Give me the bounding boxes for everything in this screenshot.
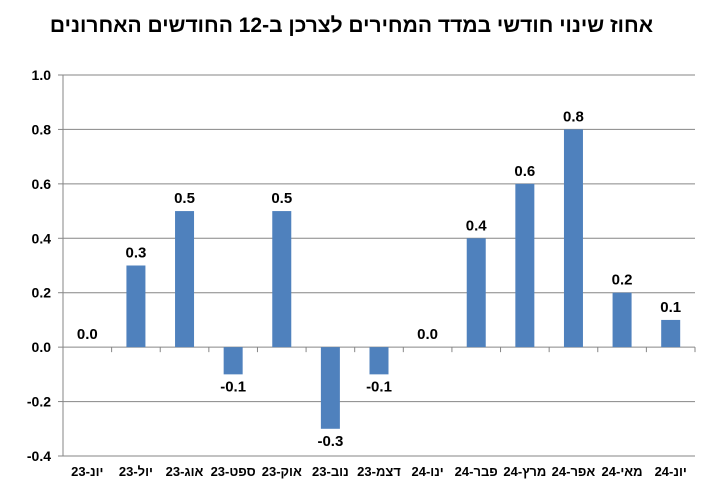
- data-label: 0.3: [125, 245, 146, 262]
- bar: [563, 129, 583, 348]
- x-tick-label: ספט-23: [211, 464, 256, 479]
- data-label: -0.3: [317, 433, 343, 450]
- x-tick-label: ינו-24: [411, 464, 443, 479]
- bar: [369, 347, 389, 375]
- x-tick-label: מרץ-24: [503, 464, 546, 479]
- x-tick-label: דצמ-23: [357, 464, 401, 479]
- bar: [175, 211, 195, 348]
- data-label: 0.8: [563, 108, 584, 125]
- bar: [223, 347, 243, 375]
- y-tick-label: 0.0: [32, 339, 52, 355]
- x-tick-label: יונ-23: [71, 464, 103, 479]
- y-tick-label: -0.4: [27, 448, 51, 464]
- x-tick-label: אפר-24: [552, 464, 596, 479]
- data-label: 0.4: [466, 217, 488, 234]
- data-label: -0.1: [220, 378, 246, 395]
- data-label: 0.1: [660, 299, 681, 316]
- data-label: 0.0: [417, 326, 438, 343]
- bar: [661, 319, 681, 348]
- x-tick-label: מאי-24: [602, 464, 643, 479]
- data-label: 0.5: [174, 190, 195, 207]
- y-tick-label: 0.4: [32, 230, 52, 246]
- bar: [272, 211, 292, 348]
- data-label: 0.6: [514, 163, 535, 180]
- y-tick-label: 1.0: [32, 67, 52, 83]
- bar: [612, 292, 632, 348]
- x-tick-label: אוג-23: [166, 464, 204, 479]
- data-label: -0.1: [366, 378, 392, 395]
- data-label: 0.5: [271, 190, 292, 207]
- y-tick-label: 0.6: [32, 176, 52, 192]
- x-tick-label: יונ-24: [655, 464, 687, 479]
- bar: [466, 238, 486, 348]
- bar: [515, 183, 535, 348]
- x-tick-label: אוק-23: [262, 464, 302, 479]
- y-tick-label: 0.8: [32, 121, 52, 137]
- data-label: 0.0: [77, 326, 98, 343]
- x-tick-label: פבר-24: [455, 464, 498, 479]
- chart-title: אחוז שינוי חודשי במדד המחירים לצרכן ב-12…: [49, 14, 654, 37]
- y-tick-label: -0.2: [27, 394, 51, 410]
- bar: [126, 265, 146, 348]
- data-label: 0.2: [612, 272, 633, 289]
- y-tick-label: 0.2: [32, 285, 52, 301]
- bar: [320, 347, 340, 429]
- x-tick-label: יול-23: [119, 464, 153, 479]
- x-tick-label: נוב-23: [312, 464, 349, 479]
